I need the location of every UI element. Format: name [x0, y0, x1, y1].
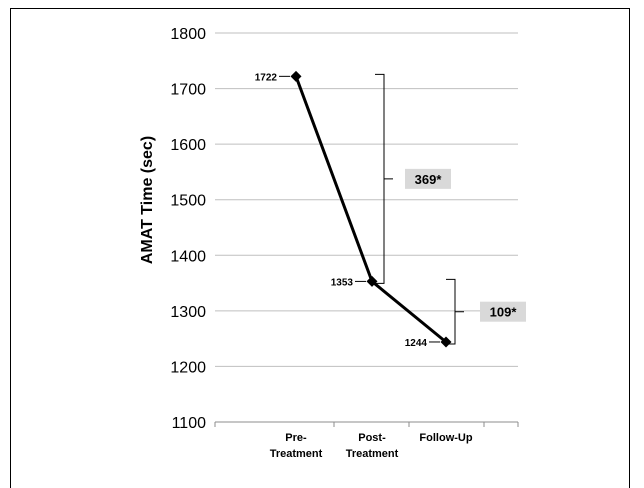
y-tick-label-1400: 1400	[170, 248, 206, 265]
x-category-label-0-1: Treatment	[270, 448, 323, 460]
y-tick-label-1600: 1600	[170, 137, 206, 154]
data-point-2	[440, 336, 452, 348]
series-layer	[279, 70, 452, 348]
difference-label-box-1	[480, 301, 526, 322]
data-label-0: 1722	[255, 72, 278, 83]
data-point-1	[366, 275, 378, 287]
y-tick-label-1100: 1100	[172, 415, 207, 432]
y-tick-label-1500: 1500	[170, 193, 206, 210]
difference-brackets	[375, 73, 526, 345]
difference-label-box-0	[405, 168, 451, 189]
y-axis-label: AMAT Time (sec)	[139, 136, 156, 264]
y-tick-label-1200: 1200	[170, 359, 206, 376]
labels: 1100 1200 1300 1400 1500 1600 1700 1800 Pre- Trea…	[170, 26, 517, 460]
y-tick-label-1700: 1700	[170, 82, 206, 99]
y-tick-label-1300: 1300	[170, 304, 206, 321]
difference-label-0: 369*	[415, 172, 443, 187]
data-label-1: 1353	[331, 277, 354, 288]
axes	[214, 421, 519, 427]
x-category-label-1-0: Post-	[358, 432, 386, 444]
y-tick-label-1800: 1800	[170, 26, 206, 43]
x-category-label-0-0: Pre-	[285, 432, 307, 444]
difference-label-1: 109*	[490, 305, 518, 320]
gridlines	[215, 32, 518, 367]
difference-bracket-0	[375, 73, 393, 284]
series-line-0	[294, 75, 447, 344]
difference-bracket-1	[446, 278, 464, 345]
chart-frame	[10, 8, 630, 488]
data-label-2: 1244	[405, 338, 428, 349]
data-point-0	[290, 70, 302, 82]
x-category-label-2-0: Follow-Up	[419, 432, 472, 444]
x-category-label-1-1: Treatment	[346, 448, 399, 460]
